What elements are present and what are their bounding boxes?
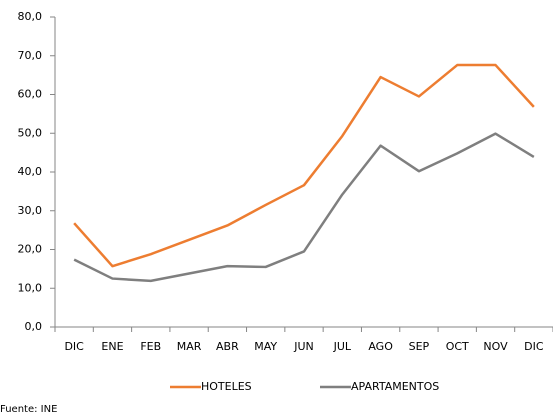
- x-tick-label: JUL: [333, 340, 352, 353]
- y-tick-label: 50,0: [18, 126, 43, 139]
- y-tick-label: 0,0: [25, 320, 43, 333]
- series-line: [73, 63, 535, 268]
- x-tick-label: FEB: [140, 340, 161, 353]
- y-tick-label: 70,0: [18, 49, 43, 62]
- legend-label: HOTELES: [201, 380, 252, 393]
- x-tick-label: NOV: [483, 340, 508, 353]
- series-line: [73, 132, 535, 283]
- y-tick-label: 60,0: [18, 88, 43, 101]
- x-tick-label: MAR: [177, 340, 202, 353]
- y-tick-label: 80,0: [18, 10, 43, 23]
- y-tick-label: 20,0: [18, 243, 43, 256]
- x-tick-label: ABR: [216, 340, 239, 353]
- x-tick-label: SEP: [409, 340, 430, 353]
- y-tick-label: 40,0: [18, 165, 43, 178]
- source-note: Fuente: INE: [0, 404, 57, 415]
- x-tick-label: AGO: [368, 340, 393, 353]
- y-tick-label: 30,0: [18, 204, 43, 217]
- x-tick-label: OCT: [446, 340, 469, 353]
- x-tick-label: JUN: [293, 340, 314, 353]
- x-tick-label: DIC: [524, 340, 544, 353]
- x-tick-label: MAY: [254, 340, 277, 353]
- x-tick-label: DIC: [64, 340, 84, 353]
- legend-label: APARTAMENTOS: [351, 380, 439, 393]
- y-tick-label: 10,0: [18, 281, 43, 294]
- x-tick-label: ENE: [101, 340, 123, 353]
